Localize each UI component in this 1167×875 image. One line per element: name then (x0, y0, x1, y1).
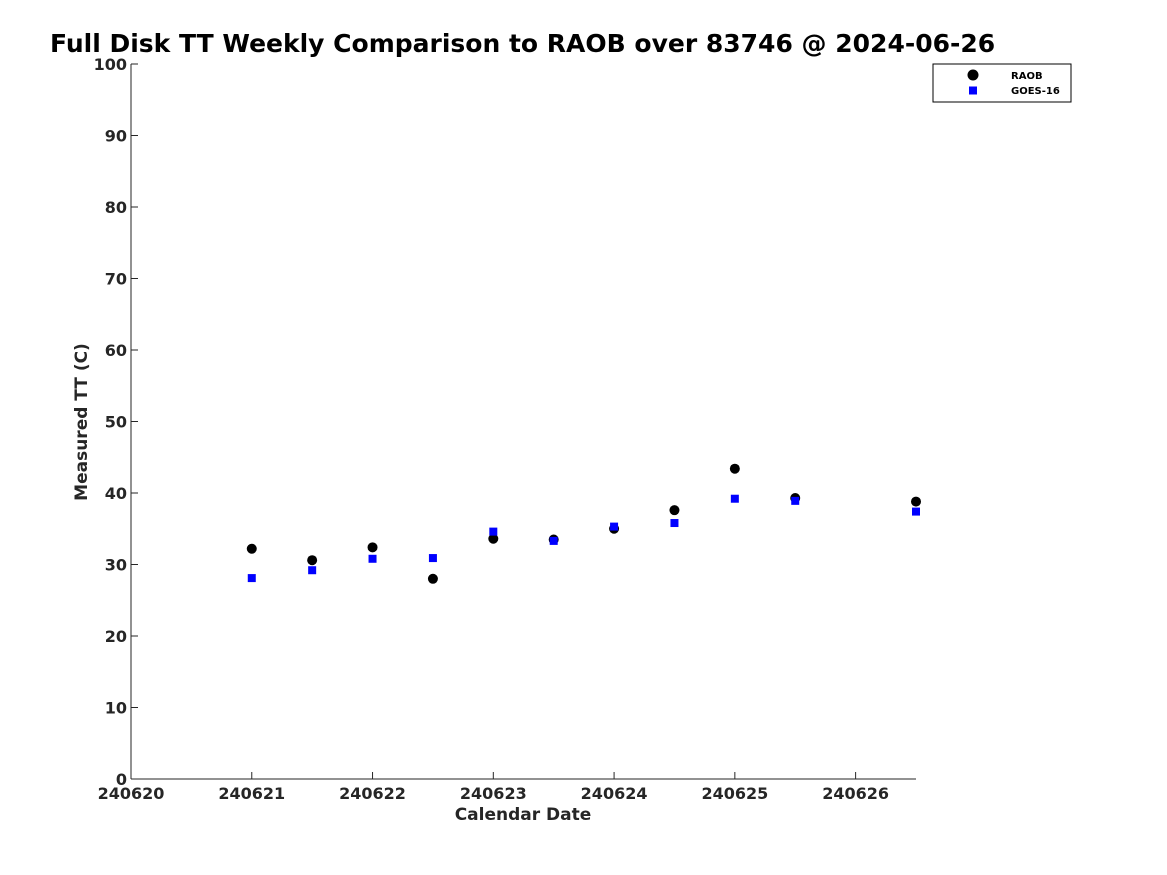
raob-point (488, 533, 499, 544)
goes-16-point (730, 494, 739, 503)
x-tick-label: 240621 (218, 784, 285, 803)
y-tick-label: 50 (105, 413, 127, 432)
legend-label-raob: RAOB (1011, 71, 1043, 82)
legend-marker-raob (967, 69, 979, 81)
x-tick-label: 240620 (98, 784, 165, 803)
goes-16-point (428, 554, 437, 563)
legend-label-goes16: GOES-16 (1011, 86, 1060, 97)
goes-16-point (610, 522, 619, 531)
raob-point (427, 573, 438, 584)
y-tick-label: 100 (94, 55, 127, 74)
chart-title: Full Disk TT Weekly Comparison to RAOB o… (50, 29, 995, 58)
goes-16-point (549, 536, 558, 545)
legend-box (932, 63, 1072, 103)
raob-point (729, 463, 740, 474)
y-tick-label: 0 (116, 770, 127, 789)
y-tick-label: 20 (105, 627, 127, 646)
raob-point (246, 543, 257, 554)
y-tick-label: 80 (105, 198, 127, 217)
goes-16-point (489, 527, 498, 536)
raob-point (669, 505, 680, 516)
y-tick-label: 10 (105, 699, 127, 718)
y-tick-label: 90 (105, 127, 127, 146)
goes-16-point (912, 507, 920, 516)
y-tick-label: 60 (105, 341, 127, 360)
y-tick-label: 40 (105, 484, 127, 503)
legend: RAOB GOES-16 (932, 63, 1072, 103)
goes-16-point (247, 574, 256, 583)
x-tick-label: 240624 (581, 784, 648, 803)
x-tick-label: 240626 (822, 784, 889, 803)
y-tick-label: 70 (105, 270, 127, 289)
goes-16-point (791, 496, 800, 505)
y-axis-label: Measured TT (C) (72, 343, 92, 501)
goes-16-point (670, 519, 679, 528)
legend-marker-goes16 (969, 86, 977, 95)
raob-point (911, 496, 921, 507)
raob-point (367, 542, 378, 553)
plot-area (130, 64, 916, 780)
y-ticks: 0 10 20 30 40 50 60 70 80 90 100 (94, 55, 138, 789)
x-tick-label: 240622 (339, 784, 406, 803)
goes-16-point (308, 566, 317, 575)
raob-point (307, 555, 318, 566)
x-tick-label: 240623 (460, 784, 527, 803)
x-ticks: 240620 240621 240622 240623 240624 240625 2406… (98, 772, 889, 803)
x-tick-label: 240625 (701, 784, 768, 803)
x-axis-label: Calendar Date (455, 805, 592, 825)
y-tick-label: 30 (105, 556, 127, 575)
goes-16-point (368, 554, 377, 563)
data-markers (246, 463, 921, 584)
